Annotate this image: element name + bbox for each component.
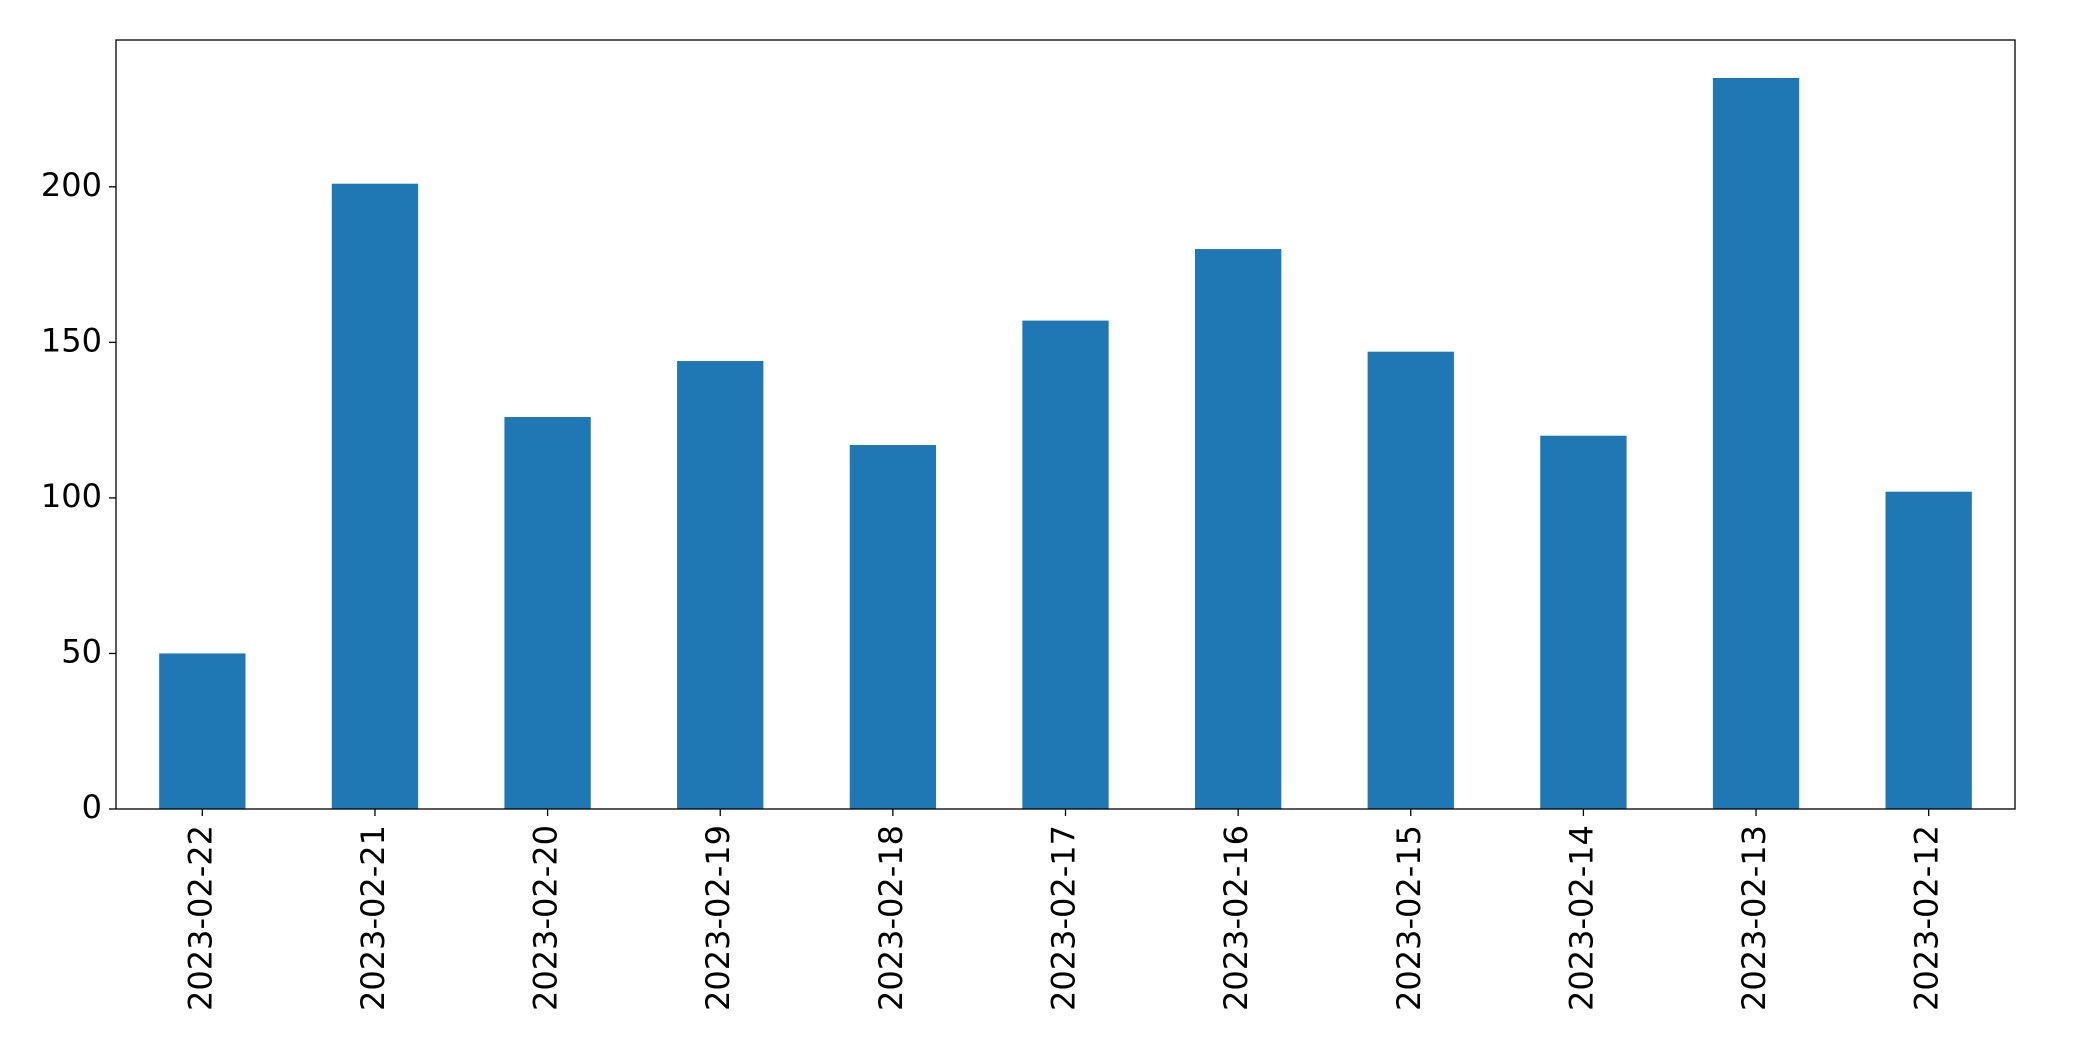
bar: [1712, 77, 1800, 809]
bar: [331, 183, 419, 809]
y-tick-label: 150: [41, 321, 102, 359]
x-tick-label: 2023-02-20: [527, 825, 565, 1011]
bar: [1885, 491, 1972, 809]
x-tick-label: 2023-02-16: [1217, 825, 1255, 1011]
bar: [504, 417, 591, 809]
x-tick-label: 2023-02-12: [1908, 825, 1946, 1011]
x-tick-label: 2023-02-13: [1735, 825, 1773, 1011]
x-tick-label: 2023-02-21: [354, 825, 392, 1011]
bar: [849, 445, 937, 809]
x-tick-label: 2023-02-17: [1045, 825, 1083, 1011]
bar: [159, 653, 246, 809]
x-tick-label: 2023-02-22: [181, 825, 219, 1011]
x-tick-label: 2023-02-19: [699, 825, 737, 1011]
bar: [1022, 320, 1109, 809]
y-tick-label: 50: [61, 632, 102, 670]
bar: [1540, 435, 1627, 809]
y-tick-label: 100: [41, 477, 102, 515]
bar: [1367, 351, 1454, 809]
x-tick-label: 2023-02-18: [872, 825, 910, 1011]
bar: [1194, 249, 1282, 810]
y-tick-label: 0: [82, 788, 102, 826]
y-tick-label: 200: [41, 166, 102, 204]
bar: [677, 361, 764, 809]
x-tick-label: 2023-02-14: [1562, 825, 1600, 1011]
x-tick-label: 2023-02-15: [1390, 825, 1428, 1011]
axes-frame: [115, 39, 2016, 810]
